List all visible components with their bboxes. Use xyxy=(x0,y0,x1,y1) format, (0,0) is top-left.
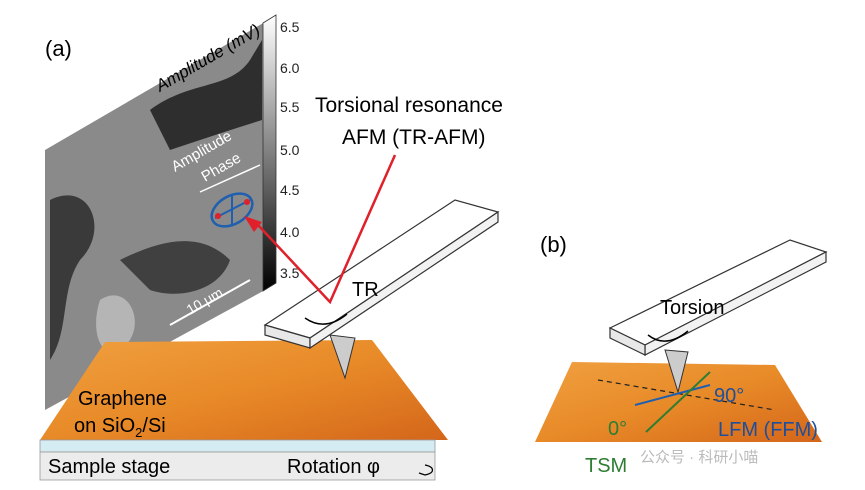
stage xyxy=(39,451,436,481)
scan-line xyxy=(597,379,776,411)
panel-label: (b) xyxy=(540,232,567,257)
colorbar-tick: 6.0 xyxy=(280,60,300,76)
ellipse xyxy=(210,192,254,228)
watermark: 公众号 · 科研小喵 xyxy=(640,449,758,466)
cantilever-side xyxy=(309,210,499,350)
lfm-arrow xyxy=(634,384,711,406)
colorbar-tick: 4.5 xyxy=(280,182,300,198)
point xyxy=(215,213,221,219)
ellipse-axis xyxy=(214,199,251,219)
tip xyxy=(329,334,356,380)
laser-path xyxy=(257,154,397,305)
mode-label: LFM (FFM) xyxy=(718,419,818,441)
point xyxy=(244,199,250,205)
tr-arrow xyxy=(304,313,348,325)
cantilever xyxy=(608,239,828,346)
angle-label: 90° xyxy=(714,385,744,407)
cantilever-side xyxy=(609,327,646,356)
rotation-arrow xyxy=(418,464,434,476)
afm-domain xyxy=(50,195,95,360)
technique-label: Torsional resonance xyxy=(315,94,503,117)
scale-bar xyxy=(169,279,251,326)
motion-label: Torsion xyxy=(660,297,724,319)
torsion-arrow xyxy=(647,330,689,342)
technique-label: AFM (TR-AFM) xyxy=(342,126,485,149)
motion-label: TR xyxy=(352,279,379,301)
tsm-arrow xyxy=(645,371,711,433)
colorbar xyxy=(262,14,277,292)
afm-domain xyxy=(96,295,135,352)
afm-domain xyxy=(150,40,262,150)
tip xyxy=(664,349,689,394)
angle-label: 0° xyxy=(608,418,627,440)
colorbar-tick: 5.5 xyxy=(280,99,300,115)
sample-label: on SiO2/Si xyxy=(74,415,166,440)
sample-label: Graphene xyxy=(78,388,167,410)
mode-label: TSM xyxy=(585,455,627,477)
afm-domain xyxy=(120,241,230,294)
colorbar-tick: 4.0 xyxy=(280,224,300,240)
colorbar-tick: 6.5 xyxy=(280,19,300,35)
panel-label: (a) xyxy=(45,36,72,61)
stage-label: Sample stage xyxy=(48,456,170,478)
phase-arrow xyxy=(199,164,261,193)
stage-top xyxy=(39,439,436,453)
colorbar-tick: 5.0 xyxy=(280,142,300,158)
rotation-label: Rotation φ xyxy=(287,456,380,478)
arrowhead xyxy=(244,216,262,232)
colorbar-tick: 3.5 xyxy=(280,265,300,281)
